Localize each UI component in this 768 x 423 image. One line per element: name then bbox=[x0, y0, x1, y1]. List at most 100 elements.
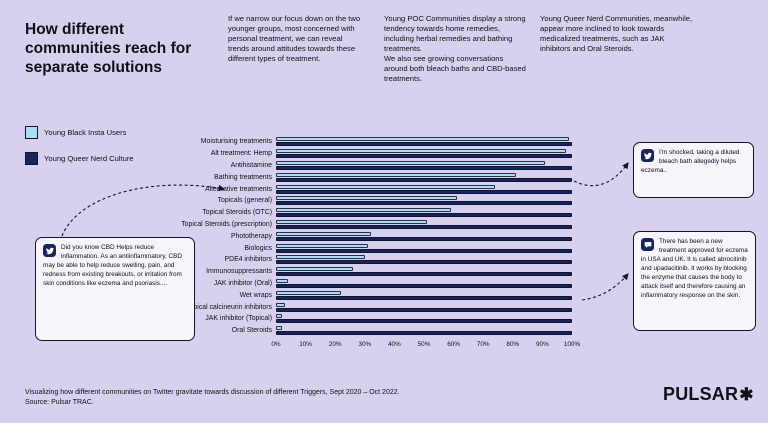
bar-group bbox=[276, 290, 572, 300]
x-tick-label: 80% bbox=[506, 340, 520, 348]
chart-row: Antihistamine bbox=[160, 160, 572, 172]
bar-group bbox=[276, 314, 572, 324]
asterisk-icon: ✱ bbox=[739, 385, 754, 404]
category-label: Immunosuppressants bbox=[206, 268, 272, 276]
bar-young-black-insta-users bbox=[276, 267, 353, 272]
x-tick-label: 30% bbox=[358, 340, 372, 348]
chart-row: Bathing treatments bbox=[160, 171, 572, 183]
category-label: JAK inhibitor (Oral) bbox=[213, 279, 272, 287]
bar-young-queer-nerd-culture bbox=[276, 224, 572, 229]
category-label: Wet wraps bbox=[239, 291, 272, 299]
bar-young-black-insta-users bbox=[276, 326, 282, 331]
category-label: Topical Steroids (OTC) bbox=[202, 209, 272, 217]
category-label: Alternative treatments bbox=[204, 185, 272, 193]
bar-group bbox=[276, 278, 572, 288]
bar-young-queer-nerd-culture bbox=[276, 319, 572, 324]
bar-young-queer-nerd-culture bbox=[276, 142, 572, 147]
category-label: Alt treatment: Hemp bbox=[210, 150, 272, 158]
x-tick-label: 70% bbox=[476, 340, 490, 348]
footer-caption: Visualizing how different communities on… bbox=[25, 388, 400, 408]
logo-text: PULSAR bbox=[663, 384, 739, 404]
bar-group bbox=[276, 219, 572, 229]
bar-young-queer-nerd-culture bbox=[276, 201, 572, 206]
bar-young-black-insta-users bbox=[276, 243, 368, 248]
chart-row: Alternative treatments bbox=[160, 183, 572, 195]
x-tick-label: 40% bbox=[387, 340, 401, 348]
x-tick-label: 50% bbox=[417, 340, 431, 348]
bar-young-black-insta-users bbox=[276, 314, 282, 319]
bar-group bbox=[276, 160, 572, 170]
legend-label: Young Queer Nerd Culture bbox=[44, 154, 134, 163]
category-label: Topicals (general) bbox=[217, 197, 272, 205]
bar-young-queer-nerd-culture bbox=[276, 272, 572, 277]
bar-group bbox=[276, 231, 572, 241]
category-label: Phototherapy bbox=[231, 232, 272, 240]
category-label: Antihistamine bbox=[230, 161, 272, 169]
category-label: Bathing treatments bbox=[214, 173, 272, 181]
arrow-chart-to-bottom-right-callout bbox=[581, 273, 629, 301]
page-title: How different communities reach for sepa… bbox=[25, 21, 192, 77]
bar-young-black-insta-users bbox=[276, 208, 451, 213]
bar-young-black-insta-users bbox=[276, 255, 365, 260]
chart-row: PDE4 inhibitors bbox=[160, 254, 572, 266]
chart-row: Immunosuppressants bbox=[160, 266, 572, 278]
chart-row: Topical Steroids (prescription) bbox=[160, 219, 572, 231]
category-label: Moisturising treatments bbox=[200, 138, 272, 146]
bar-group bbox=[276, 267, 572, 277]
callout-new-treatment-post: There has been a new treatment approved … bbox=[633, 231, 756, 331]
bar-young-queer-nerd-culture bbox=[276, 177, 572, 182]
x-tick-label: 10% bbox=[299, 340, 312, 348]
callout-bleach-bath-tweet: I'm shocked, taking a diluted bleach bat… bbox=[633, 142, 754, 198]
callout-text: There has been a new treatment approved … bbox=[641, 238, 748, 299]
bar-young-queer-nerd-culture bbox=[276, 189, 572, 194]
bar-group bbox=[276, 149, 572, 159]
bar-young-black-insta-users bbox=[276, 278, 288, 283]
bar-young-black-insta-users bbox=[276, 290, 342, 295]
bar-chart: Moisturising treatments Alt treatment: He… bbox=[160, 136, 580, 351]
x-tick-label: 0% bbox=[271, 340, 281, 348]
bar-group bbox=[276, 172, 572, 182]
chart-rows: Moisturising treatments Alt treatment: He… bbox=[160, 136, 572, 337]
bar-young-black-insta-users bbox=[276, 219, 427, 224]
bar-group bbox=[276, 137, 572, 147]
chart-row: Phototherapy bbox=[160, 230, 572, 242]
chart-row: Oral Steroids bbox=[160, 325, 572, 337]
bar-young-black-insta-users bbox=[276, 302, 285, 307]
bar-young-queer-nerd-culture bbox=[276, 236, 572, 241]
x-tick-label: 90% bbox=[535, 340, 549, 348]
bar-young-black-insta-users bbox=[276, 160, 546, 165]
chart-row: Topical calcineurin inhibitors bbox=[160, 301, 572, 313]
bar-young-black-insta-users bbox=[276, 184, 496, 189]
chart-row: Biologics bbox=[160, 242, 572, 254]
intro-paragraph-1: If we narrow our focus down on the two y… bbox=[228, 14, 361, 64]
bar-young-queer-nerd-culture bbox=[276, 283, 572, 288]
footer-line-2: Source: Pulsar TRAC. bbox=[25, 398, 94, 406]
bar-young-queer-nerd-culture bbox=[276, 154, 572, 159]
bar-young-queer-nerd-culture bbox=[276, 248, 572, 253]
legend-item-young-black-insta-users: Young Black Insta Users bbox=[25, 126, 134, 139]
arrow-chart-to-top-right-callout bbox=[573, 162, 629, 187]
chart-row: JAK inhibitor (Topical) bbox=[160, 313, 572, 325]
legend-swatch-navy bbox=[25, 152, 38, 165]
bar-young-queer-nerd-culture bbox=[276, 295, 572, 300]
bar-young-queer-nerd-culture bbox=[276, 307, 572, 312]
bar-group bbox=[276, 196, 572, 206]
bar-young-black-insta-users bbox=[276, 196, 457, 201]
twitter-icon bbox=[43, 244, 56, 257]
legend-swatch-light-blue bbox=[25, 126, 38, 139]
chat-icon bbox=[641, 238, 654, 251]
bar-group bbox=[276, 302, 572, 312]
legend: Young Black Insta Users Young Queer Nerd… bbox=[25, 126, 134, 178]
bar-young-black-insta-users bbox=[276, 149, 567, 154]
bar-group bbox=[276, 255, 572, 265]
bar-young-queer-nerd-culture bbox=[276, 260, 572, 265]
x-tick-label: 100% bbox=[563, 340, 581, 348]
chart-row: Alt treatment: Hemp bbox=[160, 148, 572, 160]
bar-group bbox=[276, 243, 572, 253]
category-label: Oral Steroids bbox=[231, 327, 272, 335]
intro-paragraph-3: Young Queer Nerd Communities, meanwhile,… bbox=[540, 14, 693, 54]
chart-row: Moisturising treatments bbox=[160, 136, 572, 148]
x-axis: 0% 10% 20% 30% 40% 50% 60% 70% 80% 90% 100% bbox=[271, 340, 580, 351]
bar-young-queer-nerd-culture bbox=[276, 165, 572, 170]
callout-cbd-tweet: Did you know CBD Helps reduce inflammati… bbox=[35, 237, 195, 341]
